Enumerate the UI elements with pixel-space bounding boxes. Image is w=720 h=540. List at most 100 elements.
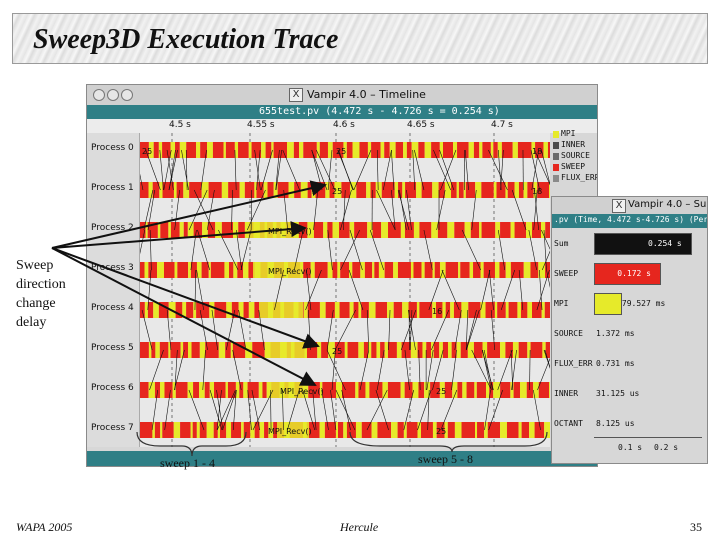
sweep-segment bbox=[140, 262, 145, 278]
timeline-chart[interactable]: 25 25 18 25 18 MPI_Recv() MPI_Recv() 16 25 MPI_Re… bbox=[140, 133, 550, 447]
message-line bbox=[200, 149, 207, 191]
mpi-segment bbox=[382, 382, 388, 398]
annotation-line: delay bbox=[16, 315, 47, 330]
sweep-segment bbox=[461, 422, 476, 438]
sweep-segment bbox=[405, 182, 417, 198]
mpi-segment bbox=[376, 342, 381, 358]
sweep-segment bbox=[398, 182, 403, 198]
message-line bbox=[488, 149, 508, 191]
sweep-segment bbox=[531, 222, 541, 238]
sweep-segment bbox=[170, 222, 180, 238]
mpi-segment bbox=[394, 182, 399, 198]
mpi-segment bbox=[367, 222, 373, 238]
sweep-segment bbox=[473, 262, 481, 278]
annotation-line: change bbox=[16, 296, 56, 311]
legend-swatch bbox=[553, 142, 559, 149]
process-label[interactable]: Process 2 bbox=[91, 223, 134, 233]
process-label[interactable]: Process 6 bbox=[91, 383, 134, 393]
mpi-segment bbox=[482, 342, 488, 358]
mpi-segment bbox=[225, 382, 228, 398]
summary-file-bar: .pv (Time, 4.472 s-4.726 s) (Per P bbox=[552, 214, 707, 228]
sweep-segment bbox=[408, 302, 417, 318]
timeline-window[interactable]: X Vampir 4.0 – Timeline 655test.pv (4.47… bbox=[86, 84, 598, 467]
summary-value: 8.125 us bbox=[596, 419, 635, 428]
horizontal-scrollbar[interactable] bbox=[87, 451, 597, 466]
maximize-icon[interactable] bbox=[121, 89, 133, 101]
mpi-segment bbox=[493, 182, 497, 198]
time-scale: 4.5 s 4.55 s 4.6 s 4.65 s 4.7 s bbox=[87, 119, 597, 133]
message-line bbox=[414, 149, 425, 191]
message-line bbox=[534, 149, 550, 186]
x-window-icon[interactable]: X bbox=[289, 88, 303, 102]
sweep-segment bbox=[339, 222, 350, 238]
mpi-segment bbox=[378, 262, 385, 278]
message-line bbox=[484, 389, 491, 431]
message-line bbox=[533, 389, 541, 431]
mpi-segment bbox=[148, 142, 154, 158]
minimize-icon[interactable] bbox=[107, 89, 119, 101]
sweep-segment bbox=[444, 382, 453, 398]
process-label[interactable]: Process 3 bbox=[91, 263, 134, 273]
sweep-segment bbox=[327, 222, 333, 238]
sweep-segment bbox=[473, 142, 480, 158]
slide-title-banner: Sweep3D Execution Trace bbox=[12, 13, 708, 64]
sweep-segment bbox=[370, 182, 376, 198]
process-label[interactable]: Process 4 bbox=[91, 303, 134, 313]
message-line bbox=[518, 269, 524, 311]
sweep-segment bbox=[341, 382, 356, 398]
mpi-segment bbox=[381, 222, 389, 238]
summary-window[interactable]: X Vampir 4.0 – Sumr .pv (Time, 4.472 s-4… bbox=[551, 196, 708, 464]
message-line bbox=[536, 269, 550, 311]
annotation-line: direction bbox=[16, 277, 66, 292]
sweep-segment bbox=[243, 302, 249, 318]
process-label[interactable]: Process 5 bbox=[91, 343, 134, 353]
mpi-segment bbox=[152, 422, 155, 438]
mpi-segment bbox=[358, 342, 364, 358]
summary-window-title: Vampir 4.0 – Sumr bbox=[628, 199, 707, 210]
process-label[interactable]: Process 1 bbox=[91, 183, 134, 193]
mpi-segment bbox=[179, 142, 187, 158]
summary-value: 79.527 ms bbox=[621, 299, 666, 308]
message-line bbox=[327, 149, 333, 191]
process-label[interactable]: Process 0 bbox=[91, 143, 134, 153]
mpi-segment bbox=[148, 182, 153, 198]
mpi-segment bbox=[288, 182, 295, 198]
sweep-segment bbox=[308, 382, 320, 398]
message-line bbox=[326, 349, 346, 391]
sweep-segment bbox=[424, 262, 433, 278]
mpi-segment bbox=[422, 342, 427, 358]
process-label[interactable]: Process 7 bbox=[91, 423, 134, 433]
sweep-segment bbox=[140, 382, 149, 398]
mpi-segment bbox=[304, 342, 307, 358]
legend-swatch bbox=[553, 153, 559, 160]
mpi-segment bbox=[259, 422, 265, 438]
mpi-segment bbox=[144, 262, 149, 278]
x-window-icon[interactable]: X bbox=[612, 199, 626, 213]
sweep-segment bbox=[264, 422, 269, 438]
mpi-segment bbox=[243, 262, 249, 278]
sweep-segment bbox=[443, 142, 454, 158]
mpi-segment bbox=[475, 422, 478, 438]
message-line bbox=[330, 389, 337, 431]
mpi-segment bbox=[527, 302, 533, 318]
mpi-segment bbox=[310, 262, 315, 278]
inline-label: 18 bbox=[532, 147, 542, 156]
message-line bbox=[488, 269, 494, 311]
time-tick: 4.6 s bbox=[333, 120, 355, 130]
sweep-segment bbox=[374, 262, 379, 278]
mpi-segment bbox=[349, 262, 353, 278]
sweep-segment bbox=[497, 302, 506, 318]
sweep-segment bbox=[170, 342, 181, 358]
sweep-segment bbox=[159, 342, 169, 358]
summary-value: 0.254 s bbox=[648, 239, 682, 248]
mpi-segment bbox=[234, 142, 239, 158]
mpi-wait-segment bbox=[277, 422, 309, 438]
message-line bbox=[433, 149, 452, 191]
message-line bbox=[439, 149, 455, 191]
message-line bbox=[199, 309, 208, 351]
mpi-segment bbox=[180, 342, 184, 358]
window-menu-icon[interactable] bbox=[93, 89, 105, 101]
sweep-segment bbox=[505, 342, 513, 358]
legend-label: INNER bbox=[561, 140, 586, 149]
mpi-segment bbox=[248, 302, 255, 318]
